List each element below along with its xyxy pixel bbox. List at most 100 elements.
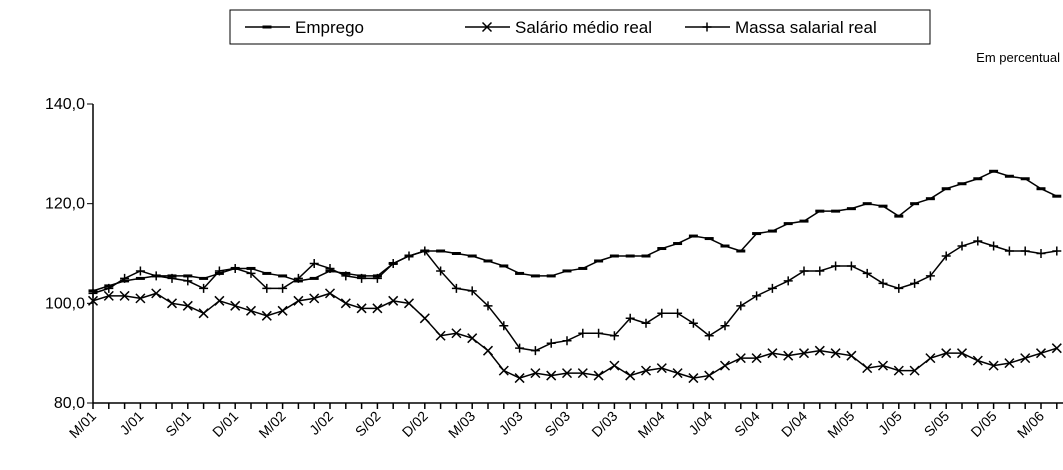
marker xyxy=(941,348,952,359)
marker xyxy=(120,273,130,283)
marker xyxy=(293,273,303,283)
marker xyxy=(925,271,935,281)
marker xyxy=(767,348,778,359)
y-tick-label: 80,0 xyxy=(54,395,85,412)
marker xyxy=(262,283,272,293)
marker xyxy=(814,345,825,356)
series-line xyxy=(92,292,1058,379)
series-line xyxy=(92,240,1057,352)
x-tick-label: M/04 xyxy=(635,408,668,441)
marker xyxy=(862,363,873,374)
y-tick-label: 140,0 xyxy=(45,96,85,113)
marker xyxy=(341,271,351,281)
marker xyxy=(388,258,398,268)
marker xyxy=(356,303,367,314)
legend-box xyxy=(229,9,931,45)
marker xyxy=(230,263,240,273)
x-tick-label: M/06 xyxy=(1014,408,1047,441)
marker xyxy=(799,266,809,276)
marker xyxy=(925,353,936,364)
marker xyxy=(957,241,967,251)
marker xyxy=(989,241,999,251)
marker xyxy=(941,251,951,261)
marker xyxy=(419,313,430,324)
marker xyxy=(783,276,793,286)
marker xyxy=(688,373,699,384)
marker xyxy=(293,295,304,306)
x-tick-label: D/05 xyxy=(967,408,999,440)
x-tick-label: M/05 xyxy=(824,408,857,441)
marker xyxy=(167,273,177,283)
marker xyxy=(403,298,415,309)
x-tick-label: D/03 xyxy=(588,408,620,440)
marker xyxy=(482,345,494,356)
marker xyxy=(672,368,683,379)
marker xyxy=(1036,249,1046,258)
marker xyxy=(956,348,968,359)
marker xyxy=(1035,348,1047,359)
marker xyxy=(357,273,367,283)
x-tick-label: M/01 xyxy=(66,408,99,441)
x-tick-label: M/03 xyxy=(445,408,478,441)
x-tick-label: J/04 xyxy=(685,408,715,438)
marker xyxy=(830,348,841,359)
marker xyxy=(324,288,336,299)
marker xyxy=(609,331,619,341)
marker xyxy=(103,290,114,301)
marker xyxy=(909,365,920,376)
y-tick-label: 120,0 xyxy=(45,196,85,213)
marker xyxy=(704,331,714,341)
x-tick-label: D/02 xyxy=(399,408,431,440)
marker xyxy=(973,236,983,246)
marker xyxy=(702,22,712,32)
marker xyxy=(1004,358,1015,369)
marker xyxy=(88,288,98,298)
marker xyxy=(561,368,573,379)
marker xyxy=(309,258,319,268)
marker xyxy=(481,21,493,33)
marker xyxy=(736,301,746,311)
marker xyxy=(657,308,667,318)
marker xyxy=(119,290,130,301)
x-tick-label: J/03 xyxy=(496,408,526,438)
marker xyxy=(530,368,541,379)
x-tick-label: J/05 xyxy=(875,408,905,438)
marker xyxy=(546,370,557,381)
marker xyxy=(182,300,193,311)
x-tick-label: D/01 xyxy=(209,408,241,440)
x-tick-label: J/02 xyxy=(306,408,336,438)
marker xyxy=(846,350,857,361)
marker xyxy=(878,278,888,288)
marker xyxy=(593,370,604,381)
legend-label: Salário médio real xyxy=(515,18,652,37)
legend-label: Emprego xyxy=(295,18,364,37)
marker xyxy=(894,283,904,293)
marker xyxy=(893,365,904,376)
marker xyxy=(230,300,241,311)
marker xyxy=(135,293,146,304)
marker xyxy=(546,338,556,348)
x-tick-label: D/04 xyxy=(778,408,810,440)
marker xyxy=(198,308,209,319)
marker xyxy=(451,283,461,293)
marker xyxy=(752,291,762,301)
marker xyxy=(87,295,99,306)
marker xyxy=(910,278,920,288)
marker xyxy=(577,368,588,379)
x-tick-label: M/02 xyxy=(255,408,288,441)
marker xyxy=(420,246,430,256)
marker xyxy=(1004,246,1014,256)
marker xyxy=(720,321,730,331)
marker xyxy=(151,271,161,281)
marker xyxy=(214,266,224,276)
marker xyxy=(751,353,762,364)
marker xyxy=(515,343,525,353)
x-tick-label: S/04 xyxy=(731,408,763,440)
marker xyxy=(562,336,572,346)
marker xyxy=(625,370,636,381)
marker xyxy=(467,286,477,296)
marker xyxy=(498,365,509,376)
marker xyxy=(1020,246,1030,256)
marker xyxy=(183,276,193,286)
